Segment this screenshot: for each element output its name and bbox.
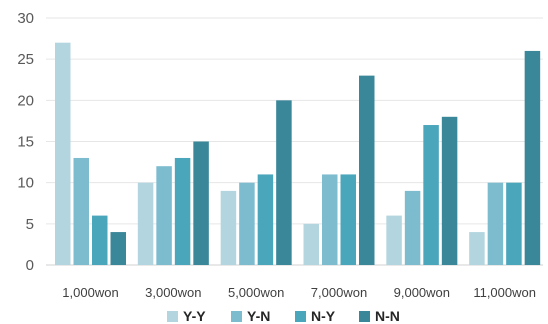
legend-label-n-y: N-Y	[311, 308, 336, 324]
bar-y-n-1	[156, 166, 172, 265]
bar-y-y-2	[220, 190, 237, 265]
y-tick-label: 20	[17, 92, 34, 109]
bar-n-n-0	[110, 232, 126, 265]
legend-label-y-n: Y-N	[247, 308, 270, 324]
y-tick-label: 0	[26, 257, 34, 274]
y-axis-tick-labels: 0 5 10 15 20 25 30	[17, 10, 34, 274]
bar-y-y-0	[55, 42, 71, 266]
bar-n-y-1	[174, 157, 191, 265]
bar-n-n-1	[193, 141, 209, 265]
legend-label-y-y: Y-Y	[183, 308, 206, 324]
bar-y-n-4	[404, 190, 421, 265]
bar-n-n-5	[524, 50, 541, 265]
bar-y-y-1	[137, 182, 154, 265]
x-category-label: 9,000won	[394, 285, 450, 300]
x-category-label: 5,000won	[228, 285, 284, 300]
bars	[55, 42, 541, 266]
y-tick-label: 15	[17, 134, 34, 151]
legend-swatch-y-y	[167, 311, 178, 322]
y-tick-label: 25	[17, 51, 34, 68]
bar-n-n-3	[359, 75, 375, 265]
x-category-label: 1,000won	[62, 285, 118, 300]
bar-y-y-3	[303, 223, 319, 265]
bar-y-n-5	[487, 182, 504, 265]
x-axis-category-labels: 1,000won 3,000won 5,000won 7,000won 9,000won…	[62, 285, 536, 300]
bar-n-y-4	[423, 125, 439, 266]
bar-n-y-0	[92, 215, 108, 265]
x-category-label: 3,000won	[145, 285, 201, 300]
bar-y-n-2	[239, 182, 255, 265]
gridlines	[46, 17, 543, 266]
bar-y-y-5	[469, 232, 485, 265]
y-tick-label: 30	[17, 10, 34, 27]
legend-label-n-n: N-N	[375, 308, 400, 324]
bar-n-n-2	[276, 100, 292, 265]
bar-y-y-4	[386, 215, 402, 265]
y-tick-label: 5	[26, 216, 34, 233]
legend-swatch-n-n	[359, 311, 370, 322]
bar-n-y-2	[257, 174, 274, 265]
bar-y-n-0	[73, 157, 89, 265]
bar-n-n-4	[441, 116, 458, 265]
legend-swatch-y-n	[231, 311, 242, 322]
bar-n-y-3	[340, 174, 356, 265]
legend-swatch-n-y	[295, 311, 306, 322]
x-category-label: 11,000won	[473, 285, 536, 300]
bar-n-y-5	[506, 182, 522, 265]
x-category-label: 7,000won	[311, 285, 367, 300]
y-tick-label: 10	[17, 175, 34, 192]
bar-y-n-3	[322, 174, 338, 265]
legend: Y-Y Y-N N-Y N-N	[167, 308, 400, 324]
